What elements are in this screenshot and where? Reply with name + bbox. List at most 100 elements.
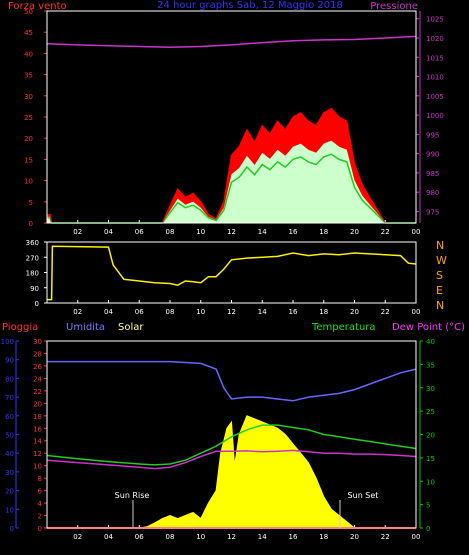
humidity-line [47, 360, 417, 402]
y-tick-label-right: 1005 [426, 93, 444, 101]
x-tick-label: 18 [319, 533, 328, 541]
sunset-label: Sun Set [348, 491, 379, 500]
x-tick-label: 16 [289, 228, 298, 236]
temperature-label: Temperatura [311, 322, 376, 333]
x-tick-label: 06 [135, 308, 144, 316]
x-tick-label: 00 [412, 308, 421, 316]
x-tick-label: 04 [104, 533, 113, 541]
y-tick-label-humidity: 40 [5, 450, 14, 458]
x-tick-label: 12 [227, 533, 236, 541]
y-tick-label-left: 45 [24, 29, 33, 37]
x-tick-label: 00 [412, 228, 421, 236]
pressure-line [46, 35, 417, 48]
y-tick-label-humidity: 80 [5, 375, 14, 383]
y-tick-label-left: 0 [29, 220, 33, 228]
y-tick-label-temperature: 15 [426, 455, 435, 463]
y-tick-label-left: 20 [24, 135, 33, 143]
y-tick-label-left: 40 [24, 50, 33, 58]
y-tick-label-humidity: 20 [5, 488, 14, 496]
x-tick-label: 12 [227, 228, 236, 236]
y-tick-label-solar: 24 [33, 375, 42, 383]
dewpoint-label: Dew Point (°C) [392, 322, 465, 333]
y-tick-label-right: 980 [426, 189, 439, 197]
y-tick-label-left: 25 [24, 114, 33, 122]
x-tick-label: 06 [135, 533, 144, 541]
x-tick-label: 14 [258, 533, 267, 541]
y-tick-label-temperature: 40 [426, 338, 435, 346]
x-tick-label: 02 [73, 533, 82, 541]
y-tick-label-right: 1010 [426, 74, 444, 82]
x-tick-label: 16 [289, 308, 298, 316]
y-tick-label-solar: 10 [33, 463, 42, 471]
y-tick-label-solar: 16 [33, 425, 42, 433]
x-tick-label: 04 [104, 228, 113, 236]
wind-gust-line [47, 107, 416, 224]
y-tick-label-right: 975 [426, 208, 439, 216]
y-tick-label-solar: 6 [38, 488, 43, 496]
y-tick-label-solar: 28 [33, 350, 42, 358]
y-tick-label-humidity: 0 [10, 525, 14, 533]
y-tick-label-left: 50 [24, 8, 33, 16]
y-tick-label-right: 1025 [426, 16, 444, 24]
sunrise-label: Sun Rise [115, 491, 150, 500]
x-tick-label: 20 [350, 533, 359, 541]
temperature-line [46, 424, 417, 466]
humidity-label: Umidita [66, 322, 105, 333]
x-tick-label: 18 [319, 308, 328, 316]
y-tick-label-solar: 4 [38, 500, 43, 508]
wind-direction-line [47, 245, 417, 301]
y-tick-label-temperature: 35 [426, 361, 435, 369]
chart-title: 24 hour graphs Sab, 12 Maggio 2018 [157, 0, 343, 11]
y-tick-label-temperature: 5 [426, 502, 430, 510]
rain-label: Pioggia [2, 322, 38, 333]
x-tick-label: 20 [350, 308, 359, 316]
x-tick-label: 08 [166, 228, 175, 236]
y-tick-label-right: 995 [426, 131, 439, 139]
x-tick-label: 22 [381, 533, 390, 541]
x-tick-label: 08 [166, 308, 175, 316]
compass-label: N [436, 299, 444, 312]
y-tick-label-right: 1000 [426, 112, 444, 120]
y-tick-label: 90 [30, 285, 39, 293]
x-tick-label: 22 [381, 228, 390, 236]
y-tick-label-humidity: 30 [5, 469, 14, 477]
y-tick-label-left: 35 [24, 72, 33, 80]
y-tick-label-solar: 22 [33, 388, 42, 396]
y-tick-label-right: 985 [426, 170, 439, 178]
y-tick-label-solar: 2 [38, 513, 42, 521]
y-tick-label-solar: 18 [33, 413, 42, 421]
x-tick-label: 10 [196, 228, 205, 236]
y-tick-label: 180 [26, 270, 39, 278]
solar-area [47, 415, 416, 529]
y-tick-label-solar: 20 [33, 400, 42, 408]
wind-pressure-panel: 0510152025303540455097598098599099510001… [8, 0, 444, 236]
y-tick-label-right: 990 [426, 151, 439, 159]
x-tick-label: 22 [381, 308, 390, 316]
temp-humidity-frame [46, 340, 417, 529]
y-tick-label-solar: 0 [38, 525, 42, 533]
x-tick-label: 08 [166, 533, 175, 541]
x-tick-label: 02 [73, 308, 82, 316]
y-tick-label-left: 5 [29, 199, 33, 207]
y-tick-label-solar: 30 [33, 338, 42, 346]
y-tick-label-humidity: 100 [1, 338, 14, 346]
x-tick-label: 18 [319, 228, 328, 236]
temp-humidity-panel: 0102030405060708090100024681012141618202… [1, 322, 465, 541]
y-tick-label-left: 30 [24, 93, 33, 101]
wind-pressure-frame [46, 10, 417, 224]
y-tick-label-humidity: 70 [5, 394, 14, 402]
y-tick-label-humidity: 10 [5, 506, 14, 514]
compass-label: N [436, 239, 444, 252]
x-tick-label: 14 [258, 228, 267, 236]
solar-label: Solar [118, 322, 144, 333]
wind-direction-panel: 0 90 180 270 360 02 04 06 08 10 12 14 16 18 20 22 00 N W… [26, 239, 447, 316]
x-tick-label: 10 [196, 308, 205, 316]
y-tick-label-humidity: 60 [5, 413, 14, 421]
wind-speed-label: Forza vento [8, 1, 67, 12]
compass-label: W [436, 254, 447, 267]
y-tick-label-temperature: 30 [426, 385, 435, 393]
y-tick-label-humidity: 90 [5, 357, 14, 365]
compass-label: E [436, 284, 443, 297]
y-tick-label-humidity: 50 [5, 432, 14, 440]
